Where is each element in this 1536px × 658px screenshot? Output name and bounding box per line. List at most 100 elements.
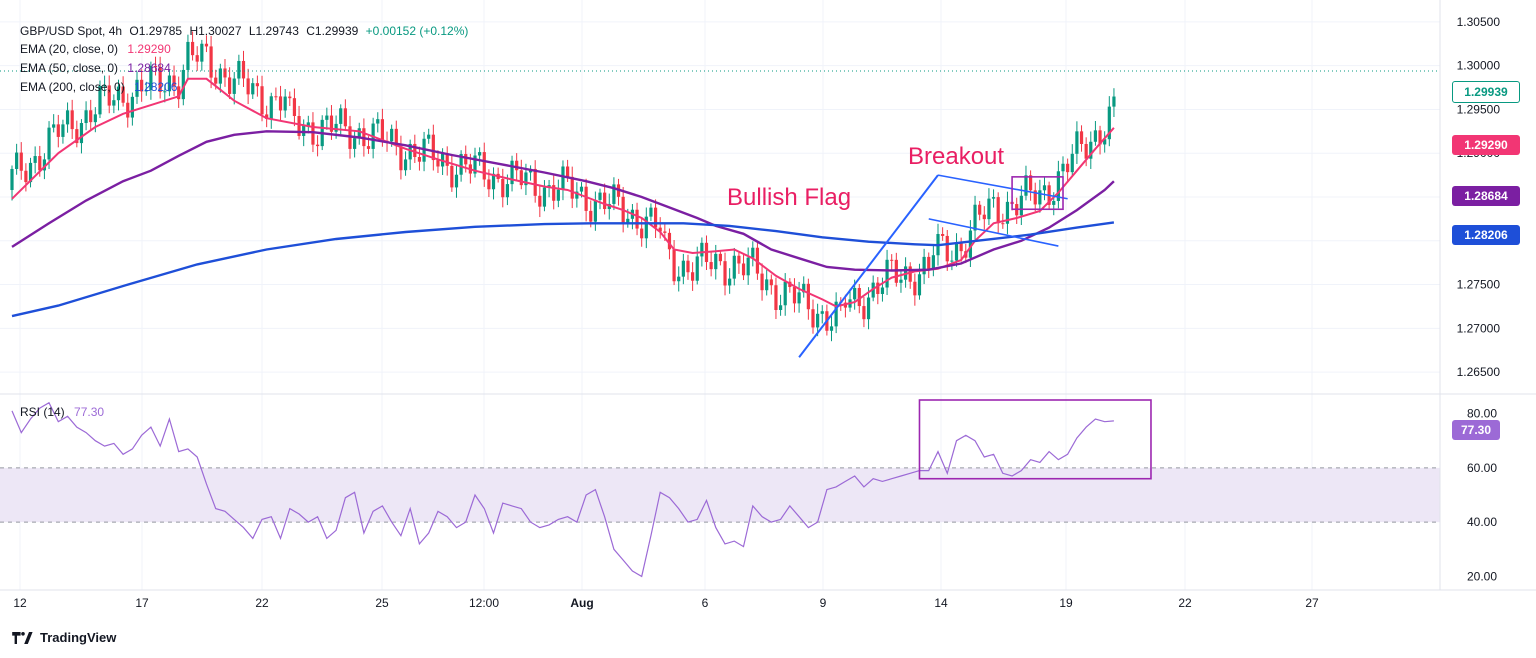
candle-body: [862, 306, 866, 320]
ema200-legend[interactable]: EMA (200, close, 0) 1.28206: [20, 80, 177, 94]
candle-body: [783, 281, 787, 306]
candle-body: [186, 41, 190, 70]
candle-body: [876, 282, 880, 294]
candle-body: [89, 110, 93, 123]
candle-body: [1098, 130, 1102, 145]
candle-body: [566, 166, 570, 177]
candle-body: [644, 216, 648, 239]
candle-body: [700, 242, 704, 257]
candle-body: [612, 184, 616, 204]
time-tick-label: 22: [255, 596, 269, 610]
time-tick-label: 12:00: [469, 596, 499, 610]
rsi-legend[interactable]: RSI (14) 77.30: [20, 405, 104, 419]
candle-body: [144, 89, 148, 92]
bullish-flag-pattern: [798, 174, 1068, 358]
time-tick-label: 25: [375, 596, 389, 610]
breakout-box: [1011, 176, 1064, 211]
candle-body: [306, 122, 310, 126]
flag-upper-line: [937, 174, 1068, 200]
candle-body: [820, 311, 824, 314]
time-tick-label: 9: [820, 596, 827, 610]
ema50-legend[interactable]: EMA (50, close, 0) 1.28684: [20, 61, 171, 75]
candle-body: [246, 78, 250, 95]
rsi-legend-value: 77.30: [74, 405, 105, 419]
price-tick-label: 1.27000: [1457, 321, 1501, 335]
candle-body: [945, 235, 949, 262]
last-price-tag: 1.29939: [1452, 81, 1520, 103]
candle-body: [482, 152, 486, 180]
candle-body: [542, 187, 547, 207]
ema20-legend-label: EMA (20, close, 0): [20, 42, 119, 56]
candle-body: [265, 114, 269, 119]
candle-body: [973, 204, 977, 231]
tradingview-footer[interactable]: TradingView: [12, 630, 116, 645]
ema20-legend[interactable]: EMA (20, close, 0) 1.29290: [20, 42, 171, 56]
candle-body: [47, 127, 51, 160]
candle-body: [751, 247, 755, 258]
time-tick-label: 19: [1059, 596, 1073, 610]
ohlc-open: O1.29785: [129, 24, 183, 38]
candle-body: [459, 154, 463, 175]
symbol-legend: GBP/USD Spot, 4h O1.29785 H1.30027 L1.29…: [20, 24, 468, 38]
highlight-boxes: [918, 176, 1152, 480]
candle-body: [723, 261, 727, 286]
candle-body: [315, 144, 320, 147]
candle-body: [417, 157, 422, 162]
ema50-price-tag: 1.28684: [1452, 186, 1520, 206]
candle-body: [149, 65, 153, 90]
candle-body: [1024, 175, 1028, 196]
candle-body: [167, 75, 172, 92]
candle-body: [28, 162, 33, 183]
candle-body: [1001, 223, 1005, 225]
breakout-label: Breakout: [908, 143, 1004, 170]
candle-body: [121, 86, 125, 103]
candle-body: [228, 77, 232, 94]
candle-body: [1052, 201, 1056, 205]
candle-body: [677, 276, 681, 282]
candle-body: [741, 263, 746, 276]
candle-body: [686, 260, 690, 273]
candle-body: [728, 278, 732, 286]
candle-body: [570, 176, 574, 199]
rsi-tick-label: 60.00: [1467, 461, 1497, 475]
candle-body: [70, 110, 74, 130]
candle-body: [857, 287, 861, 307]
candle-body: [1066, 163, 1070, 173]
candle-body: [589, 210, 593, 222]
candle-body: [538, 195, 542, 207]
candle-body: [1042, 185, 1047, 191]
candle-body: [1061, 163, 1065, 172]
candle-body: [172, 75, 176, 87]
candle-body: [853, 287, 857, 300]
candle-body: [1093, 130, 1098, 142]
candle-body: [524, 172, 528, 186]
candle-body: [10, 168, 14, 190]
candle-body: [98, 85, 102, 115]
symbol-title: GBP/USD Spot, 4h: [20, 24, 123, 38]
candle-body: [584, 186, 588, 211]
candle-body: [177, 86, 181, 100]
candle-body: [811, 309, 815, 328]
time-tick-label: Aug: [570, 596, 593, 610]
candle-body: [445, 153, 449, 166]
time-tick-label: 17: [135, 596, 149, 610]
candle-body: [357, 128, 361, 139]
candle-body: [38, 156, 42, 171]
rsi-line: [11, 401, 1114, 578]
candle-body: [79, 123, 84, 144]
candle-body: [653, 207, 658, 228]
candle-body: [478, 152, 482, 156]
axis-labels: 1.305001.300001.295001.290001.285001.280…: [13, 15, 1500, 610]
price-tick-label: 1.30500: [1457, 15, 1501, 29]
candle-body: [996, 197, 1000, 224]
candle-body: [329, 115, 334, 132]
candle-body: [84, 110, 88, 124]
candle-body: [158, 67, 162, 92]
ema-lines: [11, 77, 1115, 318]
candle-body: [15, 152, 19, 169]
candle-body: [431, 134, 435, 161]
candle-body: [1075, 131, 1079, 154]
candle-body: [579, 186, 584, 192]
candle-body: [1033, 190, 1037, 205]
